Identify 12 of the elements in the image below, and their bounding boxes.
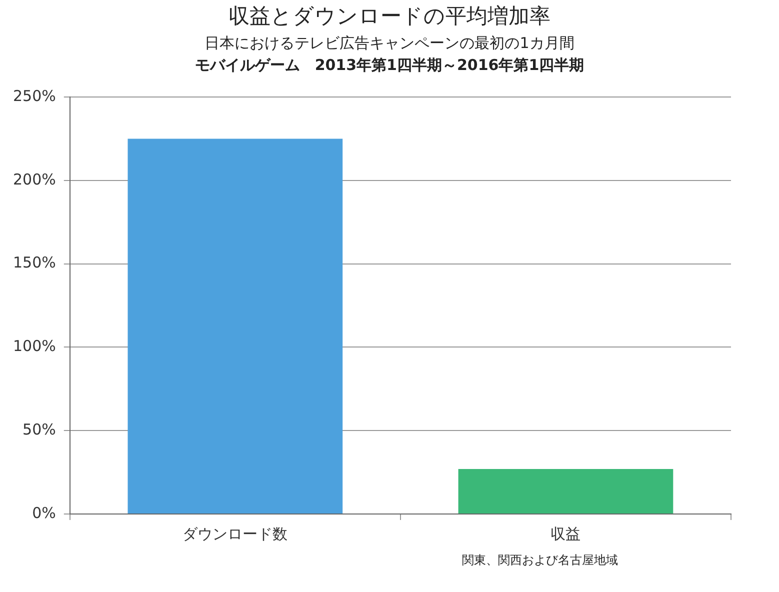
y-tick-label: 100%: [12, 337, 56, 356]
y-tick-label: 0%: [32, 504, 56, 522]
y-tick-label: 250%: [12, 86, 56, 105]
y-tick-label: 50%: [22, 420, 56, 438]
y-tick-label: 200%: [12, 170, 56, 188]
y-tick-label: 150%: [12, 254, 56, 272]
text: 関東、関西および名古屋地域: [462, 552, 618, 569]
text: モバイルゲーム 2013年第1四半期～2016年第1四半期: [194, 55, 586, 76]
chart-subtitle: 日本におけるテレビ広告キャンペーンの最初の1カ月間: [204, 33, 576, 54]
chart-title: 収益とダウンロードの平均増加率: [228, 3, 552, 30]
x-tick-label: ダウンロード数: [182, 524, 288, 543]
x-tick-label: 収益: [550, 524, 581, 543]
